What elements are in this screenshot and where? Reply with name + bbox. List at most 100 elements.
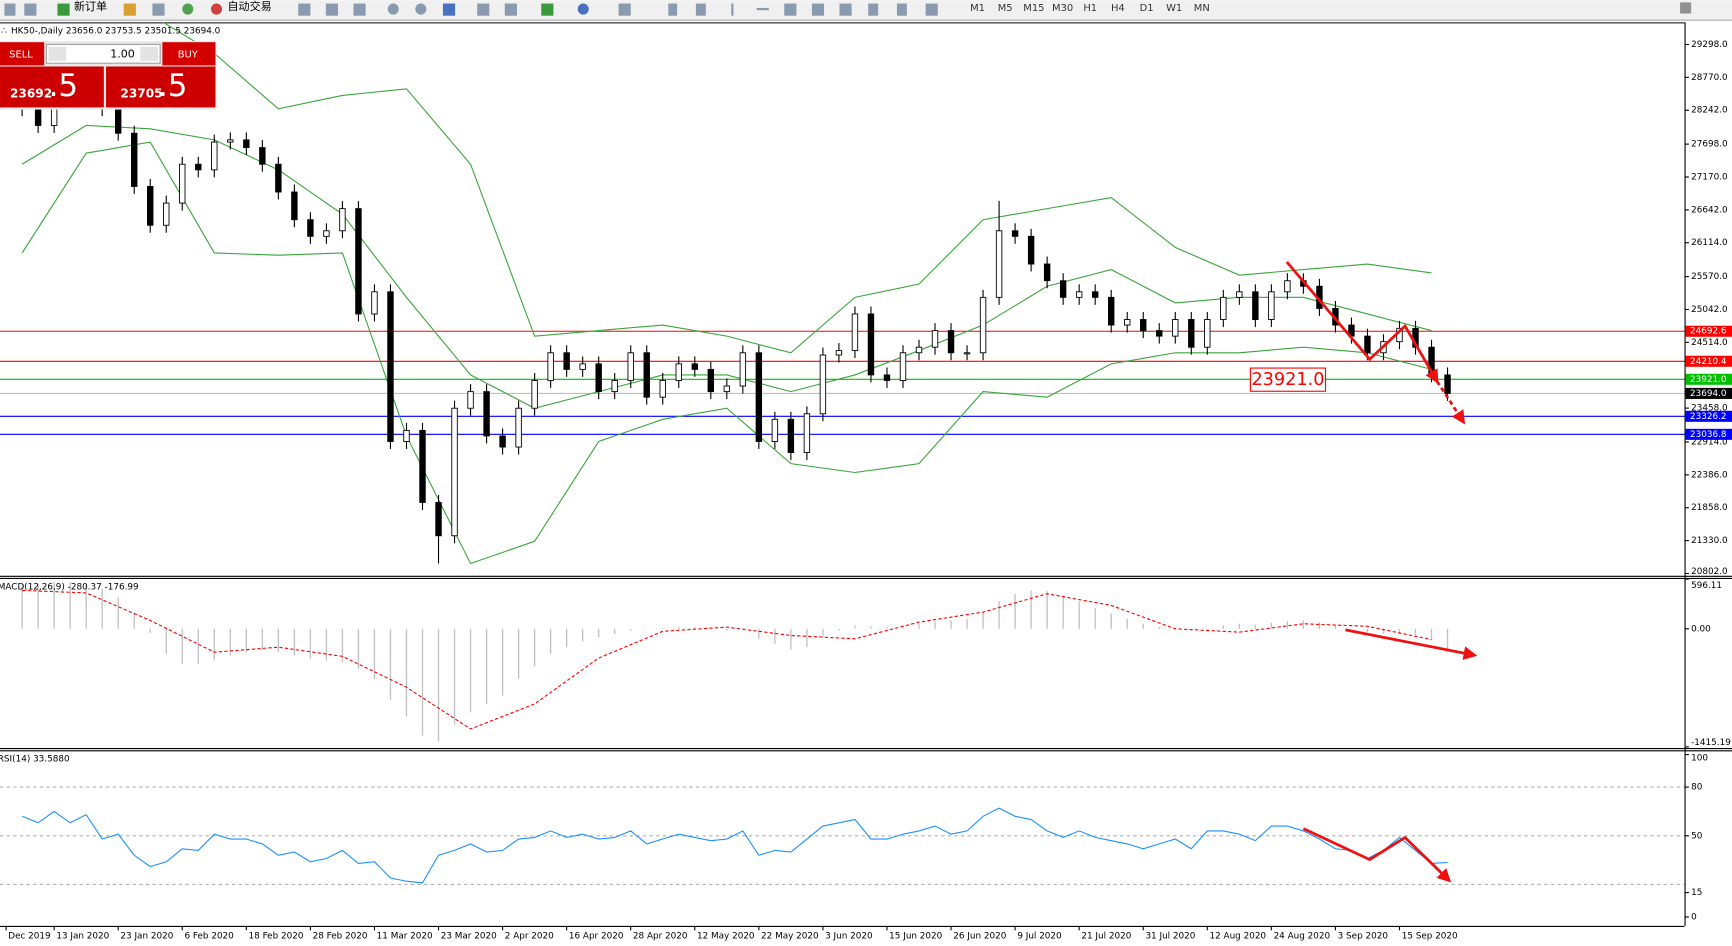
candle-body bbox=[1172, 319, 1179, 337]
y-tick-label: 50 bbox=[1691, 831, 1703, 841]
icon[interactable] bbox=[868, 3, 879, 16]
y-tick-label: 0 bbox=[1691, 912, 1697, 922]
icon[interactable] bbox=[57, 3, 70, 16]
icon[interactable] bbox=[24, 3, 37, 16]
candle-body bbox=[467, 391, 474, 409]
timeframe-button[interactable]: M5 bbox=[998, 3, 1013, 14]
icon[interactable] bbox=[123, 3, 136, 16]
x-tick-label: 6 Feb 2020 bbox=[184, 931, 234, 941]
ask-box[interactable] bbox=[106, 66, 216, 108]
icon[interactable] bbox=[811, 3, 825, 16]
icon[interactable] bbox=[415, 3, 427, 15]
price-level-label: 24210.4 bbox=[1690, 357, 1727, 367]
icon[interactable] bbox=[668, 3, 678, 16]
bid-fraction[interactable]: .5 bbox=[49, 68, 78, 104]
candle-body bbox=[707, 368, 715, 393]
y-tick-label: 596.11 bbox=[1691, 581, 1722, 591]
y-tick-label: 20802.0 bbox=[1691, 567, 1728, 577]
price-level-label: 23694.0 bbox=[1690, 389, 1727, 399]
timeframe-button[interactable]: D1 bbox=[1140, 3, 1154, 14]
timeframe-button[interactable]: H4 bbox=[1111, 3, 1125, 14]
candle-body bbox=[323, 230, 330, 237]
y-tick-label: 21330.0 bbox=[1691, 536, 1728, 546]
icon[interactable] bbox=[784, 3, 797, 16]
x-tick-label: 23 Mar 2020 bbox=[441, 931, 497, 941]
buy-button[interactable] bbox=[162, 42, 216, 66]
arrow bbox=[1345, 628, 1478, 660]
candle-body bbox=[771, 418, 779, 442]
price-level-tag bbox=[1685, 355, 1732, 367]
timeframe-button[interactable]: W1 bbox=[1166, 3, 1182, 14]
timeframe-button[interactable]: MN bbox=[1194, 3, 1210, 14]
ask-price[interactable]: 23705 bbox=[120, 87, 162, 101]
candle-body bbox=[195, 163, 202, 171]
sell-label[interactable]: SELL bbox=[9, 49, 33, 60]
ask-fraction[interactable]: .5 bbox=[158, 68, 188, 104]
icon[interactable] bbox=[731, 3, 734, 16]
candle-body bbox=[867, 313, 875, 376]
icon[interactable] bbox=[756, 7, 769, 11]
candle-body bbox=[34, 108, 42, 126]
sell-button[interactable] bbox=[0, 42, 45, 66]
icon[interactable] bbox=[387, 3, 399, 15]
candle-body bbox=[739, 352, 747, 387]
icon[interactable] bbox=[4, 3, 16, 16]
candle-body bbox=[451, 407, 458, 537]
icon[interactable] bbox=[477, 3, 490, 16]
icon[interactable] bbox=[210, 3, 223, 15]
icon[interactable] bbox=[504, 3, 517, 16]
lot-input[interactable] bbox=[45, 43, 161, 64]
y-tick-label: 28770.0 bbox=[1691, 73, 1728, 83]
bid-price[interactable]: 23692 bbox=[10, 87, 52, 101]
icon[interactable] bbox=[618, 3, 631, 16]
lot-up[interactable] bbox=[140, 46, 158, 61]
candle-body bbox=[1091, 291, 1099, 298]
x-tick-label: 26 Jun 2020 bbox=[953, 931, 1006, 941]
icon[interactable] bbox=[298, 3, 311, 16]
icon[interactable] bbox=[442, 3, 456, 16]
candle-body bbox=[483, 391, 490, 437]
icon[interactable] bbox=[353, 3, 366, 16]
timeframe-button[interactable]: M30 bbox=[1052, 3, 1073, 14]
candle-body bbox=[1156, 330, 1163, 337]
candle-body bbox=[643, 352, 650, 398]
candle-body bbox=[307, 219, 314, 237]
timeframe-button[interactable]: M1 bbox=[970, 3, 985, 14]
candle-body bbox=[1444, 374, 1451, 394]
icon[interactable] bbox=[182, 3, 194, 15]
y-tick-label: 23458.0 bbox=[1691, 404, 1728, 414]
x-tick-label: 15 Sep 2020 bbox=[1402, 931, 1458, 941]
lot-down[interactable] bbox=[48, 46, 67, 61]
bid-box[interactable] bbox=[0, 66, 104, 108]
lot-value[interactable]: 1.00 bbox=[110, 47, 135, 60]
icon[interactable] bbox=[925, 3, 938, 16]
price-level-tag bbox=[1685, 325, 1732, 337]
candle-body bbox=[1043, 263, 1051, 282]
price-level-tag bbox=[1685, 428, 1732, 440]
icon[interactable] bbox=[577, 3, 589, 15]
x-tick-label: 9 Jul 2020 bbox=[1017, 931, 1062, 941]
icon[interactable] bbox=[1680, 2, 1692, 14]
indicator-line bbox=[21, 141, 1432, 565]
candle-body bbox=[499, 435, 506, 448]
icon[interactable] bbox=[152, 3, 165, 16]
timeframe-button[interactable]: H1 bbox=[1083, 3, 1097, 14]
buy-label[interactable]: BUY bbox=[178, 49, 199, 60]
candle-body bbox=[627, 352, 634, 381]
x-tick-label: 3 Jun 2020 bbox=[825, 931, 873, 941]
icon[interactable] bbox=[839, 3, 852, 16]
icon[interactable] bbox=[896, 3, 907, 16]
price-panel bbox=[0, 22, 1685, 565]
icon[interactable] bbox=[325, 3, 339, 16]
candle-body bbox=[179, 163, 186, 204]
arrow bbox=[1285, 261, 1439, 384]
toolbar-button[interactable]: 新订单 bbox=[74, 0, 107, 13]
toolbar-button[interactable]: 自动交易 bbox=[228, 0, 272, 13]
candle-body bbox=[723, 385, 731, 393]
y-tick-label: 100 bbox=[1691, 753, 1708, 763]
icon[interactable] bbox=[695, 3, 706, 16]
candle-body bbox=[147, 186, 154, 226]
icon[interactable] bbox=[541, 3, 554, 16]
timeframe-button[interactable]: M15 bbox=[1023, 3, 1044, 14]
candle-body bbox=[1252, 291, 1259, 320]
